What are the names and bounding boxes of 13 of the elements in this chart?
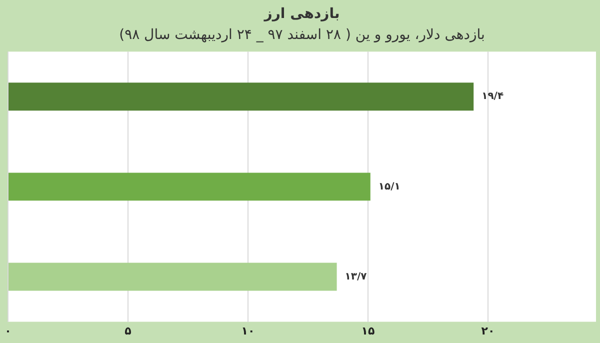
x-tick-label: ۵ <box>124 324 132 338</box>
chart-subtitle: بازدهی دلار، یورو و ین ( ۲۸ اسفند ۹۷ _ ۲۴ اردیبهشت سال ۹۸) <box>119 26 485 43</box>
x-tick-label: ۲۰ <box>481 324 495 338</box>
bar <box>8 82 474 111</box>
chart-title: بازدهی ارز <box>263 6 340 22</box>
x-tick-label: ۰ <box>4 324 12 338</box>
data-label: ۱۹/۴ <box>482 91 504 102</box>
data-label: ۱۳/۷ <box>344 271 367 282</box>
data-label: ۱۵/۱ <box>378 181 400 192</box>
x-tick-label: ۱۰ <box>241 324 255 338</box>
bar <box>8 172 370 201</box>
bar <box>8 262 337 291</box>
x-tick-label: ۱۵ <box>361 324 375 338</box>
